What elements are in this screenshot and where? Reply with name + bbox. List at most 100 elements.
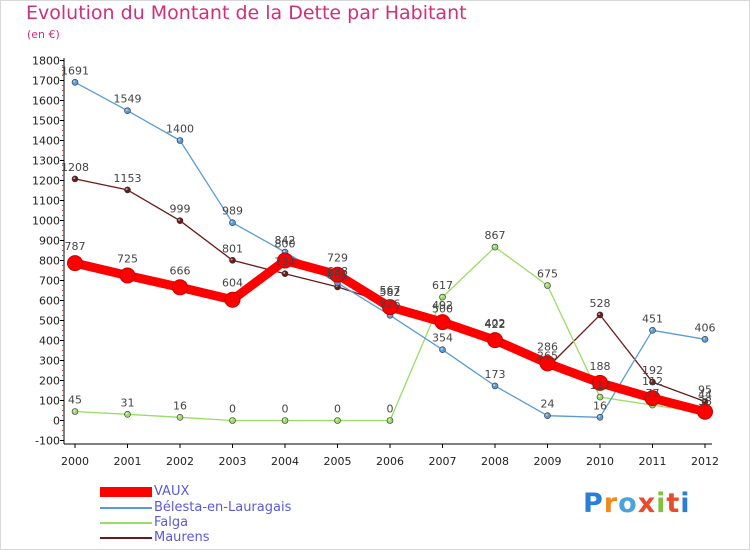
data-point-vaux[interactable] [224,291,241,308]
data-label-falga: 45 [68,394,82,407]
data-point-belesta-en-lauragais[interactable] [701,335,709,343]
data-label-belesta-en-lauragais: 1400 [166,123,194,136]
data-point-vaux[interactable] [644,390,661,407]
data-label-maurens: 422 [485,318,506,331]
data-point-belesta-en-lauragais[interactable] [71,79,79,86]
data-point-highlight [598,313,601,316]
data-point-vaux[interactable] [172,279,188,296]
data-point-falga[interactable] [491,243,499,251]
data-point-vaux[interactable] [67,255,83,272]
data-point-belesta-en-lauragais[interactable] [439,346,446,354]
data-label-maurens: 95 [698,384,712,397]
y-tick-label: 200 [39,375,60,388]
data-point-falga[interactable] [124,410,131,418]
data-label-vaux: 787 [65,240,86,253]
data-point-vaux[interactable] [382,299,398,316]
data-point-maurens[interactable] [176,217,184,224]
data-point-falga[interactable] [544,282,551,289]
data-label-belesta-en-lauragais: 451 [642,312,663,325]
data-point-belesta-en-lauragais[interactable] [649,326,656,334]
data-point-vaux[interactable] [697,403,713,420]
chart-subtitle: (en €) [27,28,60,41]
data-label-falga: 867 [485,229,506,242]
data-point-belesta-en-lauragais[interactable] [544,412,551,420]
y-tick-label: 700 [39,275,60,288]
data-point-highlight [73,80,76,83]
data-point-highlight [545,283,548,286]
data-point-highlight [178,138,181,141]
data-label-vaux: 492 [432,299,453,312]
data-labels: 1208 1153 999 801 734 668 582 500 422 265 528 192 95… [61,64,716,415]
legend-label-vaux: VAUX [154,484,190,499]
y-tick-label: 1700 [32,75,60,88]
data-point-maurens[interactable] [229,256,236,264]
data-point-vaux[interactable] [434,314,451,331]
data-label-maurens: 668 [327,269,348,282]
data-label-vaux: 604 [222,277,243,290]
data-label-maurens: 528 [590,297,611,310]
data-point-falga[interactable] [386,417,394,424]
data-point-highlight [125,108,128,111]
data-point-highlight [650,328,653,331]
data-point-highlight [440,295,443,298]
x-tick-label: 2000 [61,455,89,468]
data-label-falga: 16 [173,399,187,412]
data-point-belesta-en-lauragais[interactable] [176,137,184,144]
data-point-highlight [73,409,76,412]
data-point-falga[interactable] [281,417,289,424]
x-tick-label: 2007 [429,455,457,468]
data-point-highlight [650,380,653,383]
data-point-vaux[interactable] [119,267,136,284]
data-point-falga[interactable] [71,408,79,415]
data-label-belesta-en-lauragais: 406 [695,321,716,334]
brand-letter: i [680,488,691,519]
y-tick-label: 1300 [32,155,60,168]
data-label-falga: 77 [646,387,660,400]
data-point-belesta-en-lauragais[interactable] [124,107,131,114]
data-label-belesta-en-lauragais: 1691 [61,64,89,77]
y-tick-label: 1800 [32,55,60,68]
data-label-falga: 0 [387,403,394,416]
x-tick-label: 2003 [219,455,247,468]
data-point-maurens[interactable] [124,186,131,194]
data-label-vaux: 800 [275,238,296,251]
data-point-belesta-en-lauragais[interactable] [229,219,236,226]
data-point-belesta-en-lauragais[interactable] [491,382,499,390]
data-label-falga: 117 [590,379,611,392]
brand-letter: i [656,488,667,519]
data-label-vaux: 44 [698,389,712,402]
data-point-vaux[interactable] [592,374,608,391]
data-label-vaux: 725 [117,253,138,266]
data-point-vaux[interactable] [487,332,503,349]
data-point-highlight [440,347,443,350]
data-label-vaux: 567 [380,284,401,297]
data-point-vaux[interactable] [329,266,346,283]
data-point-maurens[interactable] [281,270,289,278]
x-tick-label: 2010 [586,455,614,468]
x-tick-label: 2008 [481,455,509,468]
data-point-highlight [230,220,233,223]
y-tick-label: 500 [39,315,60,328]
data-label-belesta-en-lauragais: 16 [593,399,607,412]
data-point-falga[interactable] [176,413,184,421]
data-label-maurens: 734 [275,256,296,269]
x-tick-label: 2009 [534,455,562,468]
brand-letter: x [637,488,657,519]
y-tick-label: 1100 [32,195,60,208]
data-point-vaux[interactable] [277,252,293,269]
data-point-falga[interactable] [334,417,341,424]
brand-letter: t [666,488,681,519]
data-label-vaux: 112 [642,375,663,388]
data-point-maurens[interactable] [71,175,79,183]
data-point-maurens[interactable] [596,311,604,319]
data-label-belesta-en-lauragais: 842 [275,234,296,247]
x-tick-label: 2011 [639,455,667,468]
data-point-vaux[interactable] [539,355,556,372]
x-tick-label: 2004 [271,455,299,468]
data-point-belesta-en-lauragais[interactable] [596,413,604,421]
x-tick-label: 2012 [691,455,719,468]
data-label-maurens: 265 [537,350,558,363]
data-point-falga[interactable] [229,417,236,424]
y-tick-label: 0 [53,415,60,428]
brand-logo: Proxiti [583,488,691,519]
